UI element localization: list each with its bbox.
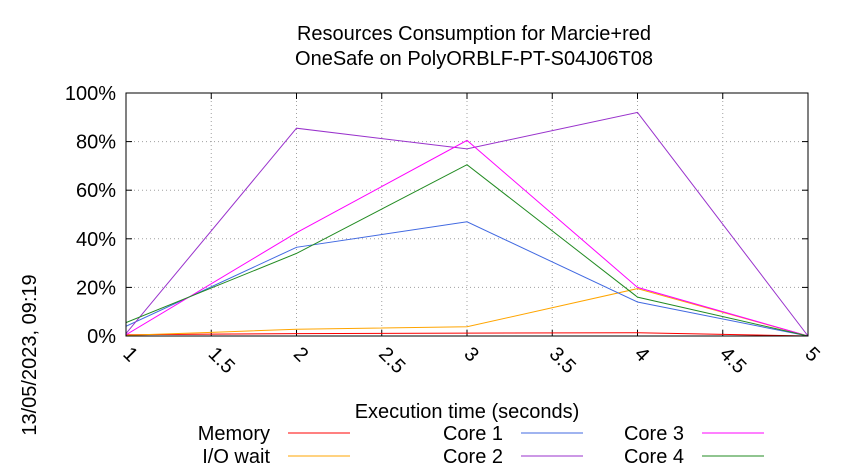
series-line-core-4 [125, 164, 809, 337]
y-tick-label: 40% [76, 229, 116, 251]
y-tick-label: 80% [76, 132, 116, 154]
series-line-memory [125, 332, 809, 337]
series-line-core-2 [125, 111, 809, 337]
legend-label-memory: Memory [198, 423, 270, 445]
legend-label-core-4: Core 4 [624, 446, 684, 468]
legend-label-core-3: Core 3 [624, 423, 684, 445]
y-tick-label: 20% [76, 277, 116, 299]
chart-title-line2: OneSafe on PolyORBLF-PT-S04J06T08 [295, 48, 653, 70]
y-tick-labels: 0% 20% 40% 60% 80% 100% [65, 83, 116, 348]
x-axis-label: Execution time (seconds) [355, 401, 580, 423]
y-tick-label: 60% [76, 180, 116, 202]
y-tick-label: 100% [65, 83, 116, 105]
grid [125, 92, 809, 337]
series-line-i-o-wait [125, 288, 809, 337]
chart-title-line1: Resources Consumption for Marcie+red [297, 23, 651, 45]
y-tick-label: 0% [87, 326, 116, 348]
legend-label-core-1: Core 1 [443, 423, 503, 445]
series-lines [125, 111, 809, 337]
series-line-core-1 [125, 221, 809, 337]
legend-label-i-o-wait: I/O wait [202, 446, 270, 468]
legend-label-core-2: Core 2 [443, 446, 503, 468]
series-line-core-3 [125, 139, 809, 337]
plot-frame [125, 92, 809, 337]
side-timestamp-label: 13/05/2023, 09:19 [19, 274, 41, 435]
